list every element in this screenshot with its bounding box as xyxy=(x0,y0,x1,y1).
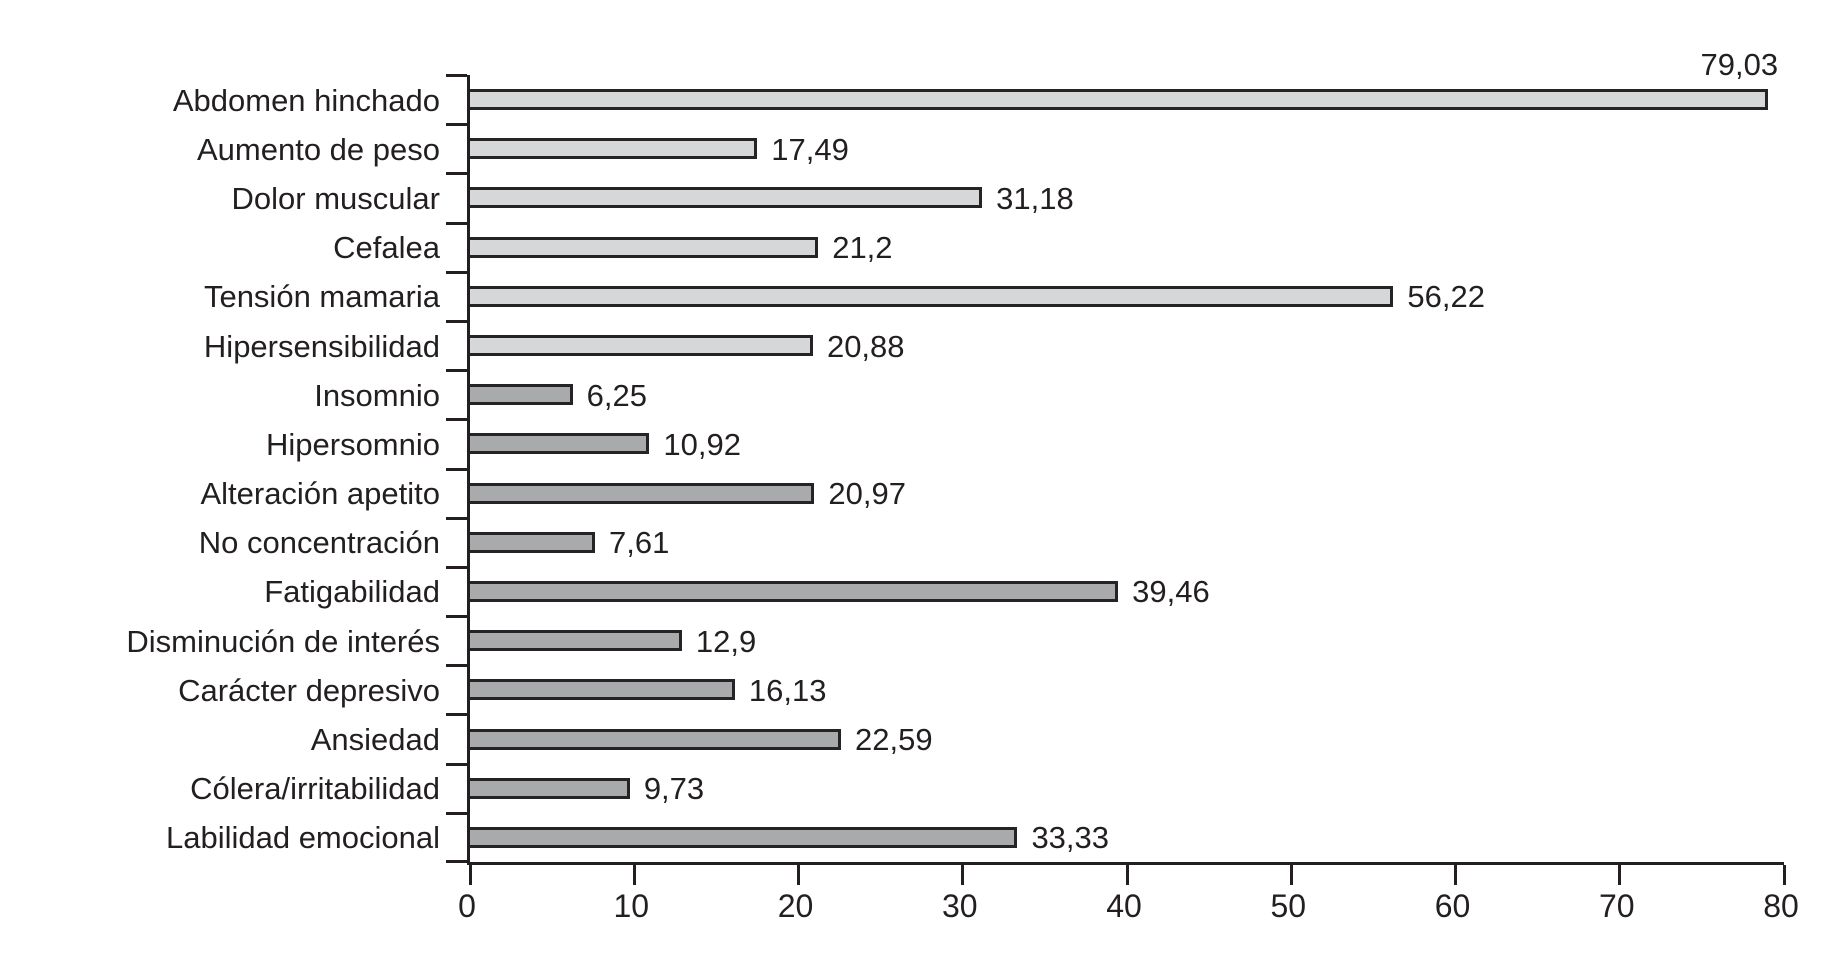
category-label: Aumento de peso xyxy=(196,131,440,167)
y-axis-tick xyxy=(446,615,467,619)
x-axis-tick-label: 40 xyxy=(1106,888,1142,924)
x-axis-tick-label: 10 xyxy=(613,888,650,924)
y-axis-tick xyxy=(446,516,467,520)
y-axis-category-labels: Abdomen hinchado Aumento de peso Dolor mus… xyxy=(0,75,440,862)
category-label: Hipersomnio xyxy=(265,426,440,462)
bar-value-label: 7,61 xyxy=(608,525,670,561)
bar-value-label: 12,9 xyxy=(695,623,757,659)
bar-value-label: 33,33 xyxy=(1031,820,1110,856)
bar-value-label: 6,25 xyxy=(586,377,647,413)
bar-6 xyxy=(470,335,813,357)
x-axis-tick xyxy=(797,865,800,885)
x-axis-tick xyxy=(632,865,636,885)
bar-value-label: 22,59 xyxy=(855,722,933,758)
bar-2 xyxy=(470,138,758,160)
category-label: Cefalea xyxy=(333,230,440,266)
category-label: No concentración xyxy=(198,525,440,561)
x-axis-tick-label: 60 xyxy=(1434,888,1471,924)
category-label: Labilidad emocional xyxy=(165,820,440,856)
category-label: Insomnio xyxy=(314,377,440,413)
bar-value-label: 79,03 xyxy=(1700,47,1779,83)
category-label: Disminución de interés xyxy=(126,623,440,659)
y-axis-tick xyxy=(446,221,467,225)
bar-11 xyxy=(470,580,1119,602)
bar-16 xyxy=(470,826,1018,848)
bar-value-label: 20,97 xyxy=(828,476,906,512)
x-axis-tick-label: 20 xyxy=(777,888,814,924)
bar-10 xyxy=(470,531,595,553)
bar-1 xyxy=(470,89,1769,111)
category-label: Fatigabilidad xyxy=(264,574,440,610)
bar-4 xyxy=(470,236,819,258)
bar-value-label: 21,2 xyxy=(832,230,893,266)
y-axis-tick xyxy=(446,713,467,717)
x-axis-tick-label: 80 xyxy=(1763,888,1799,924)
bar-value-label: 56,22 xyxy=(1407,279,1485,315)
bar-value-label: 9,73 xyxy=(643,771,705,807)
x-axis-tick xyxy=(1782,865,1786,885)
category-label: Abdomen hinchado xyxy=(172,82,440,118)
bar-value-label: 39,46 xyxy=(1132,574,1210,610)
bar-9 xyxy=(470,482,815,504)
bar-value-label: 16,13 xyxy=(748,672,827,708)
category-label: Hipersensibilidad xyxy=(203,328,440,364)
bar-7 xyxy=(470,384,573,406)
category-label: Cólera/irritabilidad xyxy=(190,771,440,807)
x-axis-tick xyxy=(1454,865,1457,885)
x-axis-tick xyxy=(1289,865,1293,885)
bar-value-label: 31,18 xyxy=(996,180,1074,216)
y-axis-tick xyxy=(446,319,467,323)
x-axis-tick xyxy=(468,865,472,885)
y-axis-tick xyxy=(446,762,467,766)
y-axis-tick xyxy=(446,123,467,127)
x-axis-tick-label: 70 xyxy=(1598,888,1635,924)
bar-12 xyxy=(470,630,682,652)
y-axis-tick xyxy=(446,811,467,815)
x-axis-tick-label: 30 xyxy=(941,888,978,924)
y-axis-tick xyxy=(446,860,467,863)
y-axis-tick xyxy=(446,664,467,668)
x-axis-tick-labels: 0 10 20 30 40 50 60 70 80 xyxy=(0,890,1829,940)
y-axis-tick xyxy=(446,418,467,422)
y-axis-tick xyxy=(446,74,467,77)
y-axis-tick xyxy=(446,565,467,569)
bar-3 xyxy=(470,187,983,209)
bar-14 xyxy=(470,728,842,750)
y-axis-tick xyxy=(446,172,467,176)
bar-8 xyxy=(470,433,650,455)
bar-13 xyxy=(470,679,735,701)
y-axis-tick xyxy=(446,369,467,373)
x-axis-tick-label: 50 xyxy=(1270,888,1307,924)
bar-value-label: 17,49 xyxy=(771,131,849,167)
y-axis-tick xyxy=(446,467,467,471)
category-label: Tensión mamaria xyxy=(203,279,440,315)
category-label: Dolor muscular xyxy=(231,180,440,216)
x-axis-tick xyxy=(1125,865,1129,885)
x-axis-tick-label: 0 xyxy=(458,888,476,924)
plot-area: 79,03 17,49 31,18 21,2 56,22 20,88 6,25 10,92 20… xyxy=(446,49,1786,885)
bar-value-label: 20,88 xyxy=(826,328,905,364)
category-label: Ansiedad xyxy=(310,722,440,758)
category-label: Alteración apetito xyxy=(200,476,440,512)
bar-15 xyxy=(470,777,630,799)
bar-5 xyxy=(470,285,1394,307)
x-axis-tick xyxy=(1618,865,1622,885)
y-axis-tick xyxy=(446,270,467,274)
x-axis-tick xyxy=(961,865,965,885)
bar-value-label: 10,92 xyxy=(663,426,741,462)
category-label: Carácter depresivo xyxy=(178,672,440,708)
